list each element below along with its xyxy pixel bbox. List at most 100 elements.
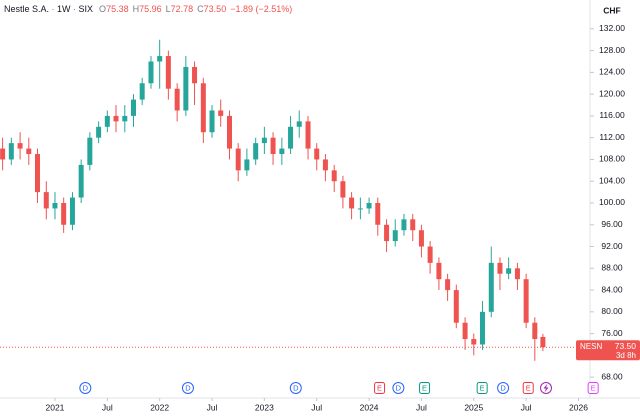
candle-body [410,219,416,231]
x-tick-label: Jul [416,402,427,412]
price-tag-symbol: NESN [580,342,602,351]
candle [462,317,468,350]
candle [532,317,538,361]
candle-body [34,154,40,193]
candle [488,246,494,318]
candle-body [130,99,136,116]
candle [540,333,546,352]
event-badge [476,382,488,394]
candle [17,132,23,160]
candle-body [453,290,459,323]
candle [69,192,75,231]
candle [253,137,259,165]
candle [392,219,398,247]
event-badge [289,382,302,394]
event-badge [419,382,431,394]
candle-body [104,115,110,127]
change: −1.89 (−2.51%) [230,4,292,14]
event-badge [522,382,534,394]
candle-body [69,197,75,225]
event-badge [587,382,599,394]
event-label: D [396,383,402,392]
candle [34,148,40,203]
candle [357,197,363,220]
candle-body [139,83,145,100]
candle [183,56,189,116]
y-tick-label: 68.00 [601,371,623,381]
candle [427,241,433,274]
candle-body [192,66,198,84]
event-label: E [422,383,427,392]
candle-body [366,202,372,209]
candle-body [96,126,102,138]
event-marker: E [476,382,488,394]
candle-body [418,230,424,247]
ohlc-key: H [133,4,140,14]
candle [384,219,390,252]
price-tag-countdown: 3d 8h [616,351,636,360]
candle-body [497,262,503,274]
candle [104,110,110,133]
candle [165,50,171,100]
candle [375,197,381,236]
x-tick-label: 2026 [569,402,588,412]
event-label: D [83,383,89,392]
candle [288,115,294,155]
candle-body [401,219,407,231]
candle-body [514,268,520,280]
candle [130,94,136,127]
candle [87,132,93,171]
event-marker: D [392,382,405,394]
candle [296,110,302,138]
candle [139,77,145,106]
candle [453,284,459,329]
candle-body [261,137,267,144]
candle-body [43,192,49,209]
event-badge [497,382,510,394]
candle [366,197,372,214]
candle-body [244,159,250,171]
event-label: E [377,383,382,392]
event-marker: E [587,382,599,394]
price-tag-value: 73.50 [615,341,637,351]
candle-body [462,322,468,340]
x-tick-label: Jul [207,402,218,412]
y-tick-label: 128.00 [599,45,625,55]
event-label: E [526,383,531,392]
x-tick-label: Jul [311,402,322,412]
y-tick-label: 76.00 [601,328,623,338]
candle [340,175,346,209]
x-tick-label: Jul [521,402,532,412]
candle-body [17,143,23,149]
candle [349,192,355,220]
event-badge [392,382,405,394]
candle-body [61,202,67,225]
candle-body [471,339,477,345]
candle-body [375,202,381,225]
candle [322,154,328,182]
event-marker: D [181,382,194,394]
candle-body [445,279,451,291]
candle-body [427,246,433,263]
candle-body [532,322,538,340]
candle-body [506,268,512,274]
exchange: SIX [79,4,94,14]
y-tick-label: 120.00 [599,88,625,98]
event-label: D [293,383,299,392]
interval: 1W [57,4,71,14]
candle-body [340,181,346,198]
y-tick-label: 124.00 [599,67,625,77]
candle [523,273,529,329]
candle-body [488,262,494,312]
candle-body [479,311,485,345]
ohlc-value: 75.96 [139,4,162,14]
candle-body [122,115,128,122]
separator: · [49,4,57,14]
split-bolt [543,383,549,393]
candle [244,148,250,176]
candle-body [78,164,84,198]
candle [305,115,311,160]
candle-body [148,61,154,84]
